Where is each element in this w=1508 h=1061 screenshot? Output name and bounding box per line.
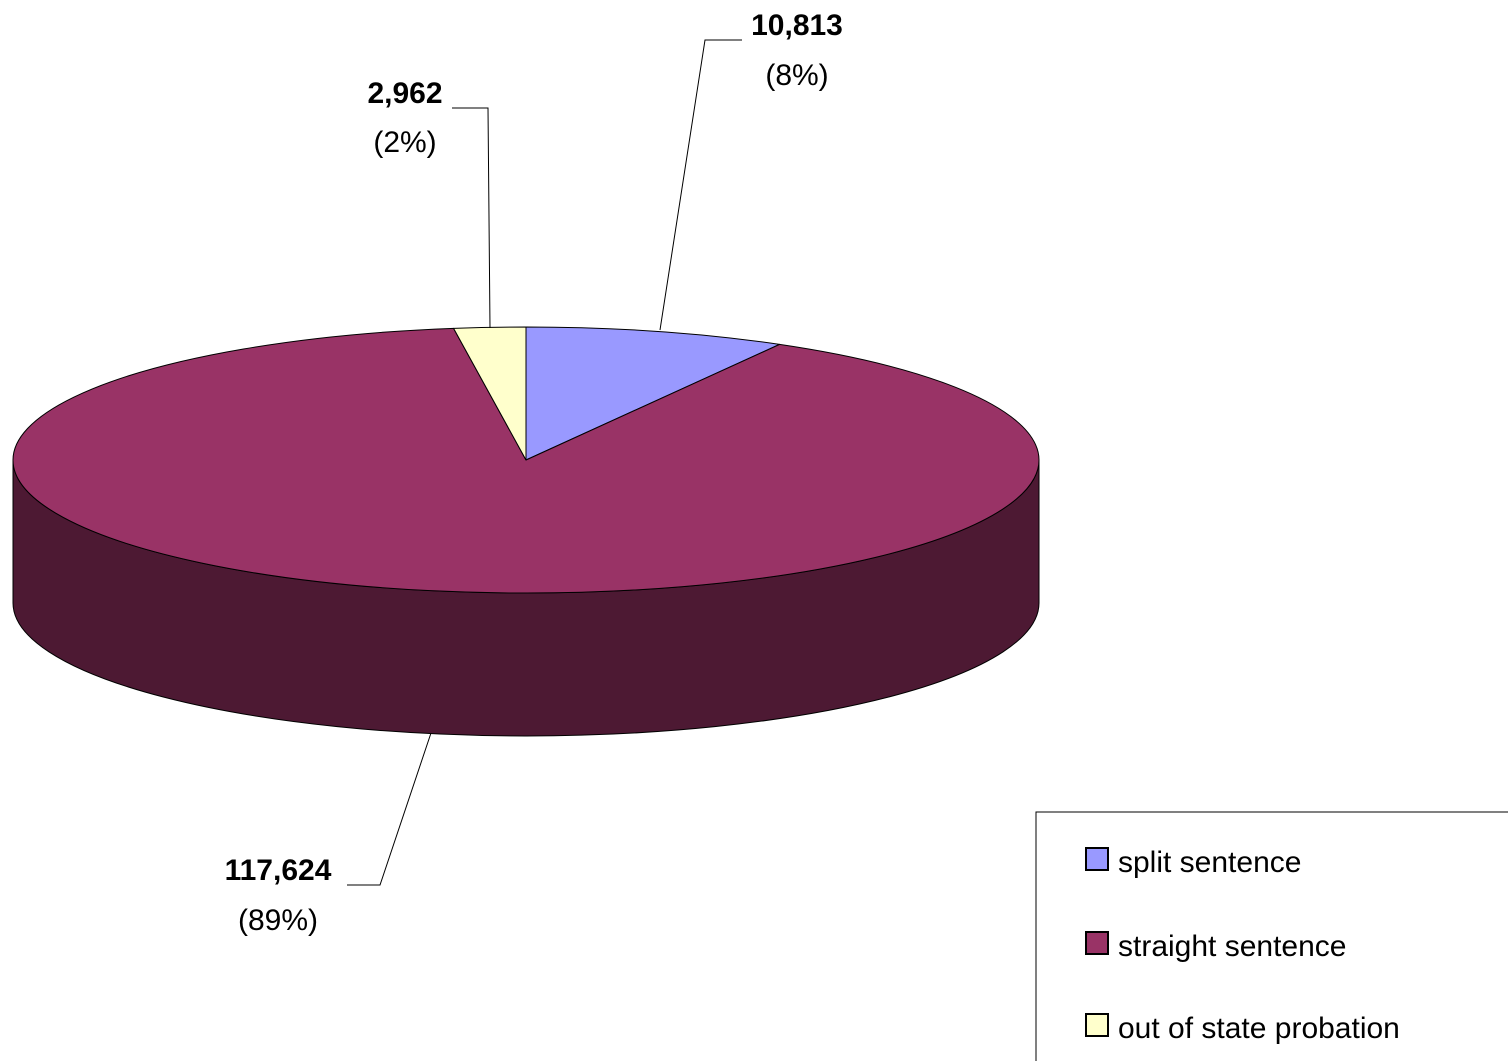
pct-label-straight-sentence: (89%) [238,904,318,937]
pct-label-split-sentence: (8%) [765,59,828,92]
legend-label-straight-sentence: straight sentence [1118,930,1346,963]
value-label-split-sentence: 10,813 [751,9,843,42]
leader-line-out-of-state-probation [452,107,491,329]
legend-swatch-out-of-state-probation [1085,1013,1109,1037]
legend: split sentence straight sentence out of … [1035,811,1508,1061]
label-group-split-sentence: 10,813 (8%) [659,9,843,331]
label-group-out-of-state-probation: 2,962 (2%) [367,77,491,329]
legend-border [1035,811,1508,1061]
label-group-straight-sentence: 117,624 (89%) [225,732,432,937]
legend-label-split-sentence: split sentence [1118,846,1301,879]
legend-swatch-straight-sentence [1085,931,1109,955]
legend-label-out-of-state-probation: out of state probation [1118,1012,1400,1045]
leader-line-straight-sentence [347,732,432,886]
leader-line-split-sentence [659,39,742,331]
pct-label-out-of-state-probation: (2%) [373,126,436,159]
pie-top-layer [12,326,1040,594]
pie-slice-straight-sentence [12,327,1040,594]
value-label-out-of-state-probation: 2,962 [367,77,442,110]
pie-slice-split-sentence [525,326,781,461]
value-label-straight-sentence: 117,624 [225,854,332,887]
legend-swatch-split-sentence [1085,847,1109,871]
